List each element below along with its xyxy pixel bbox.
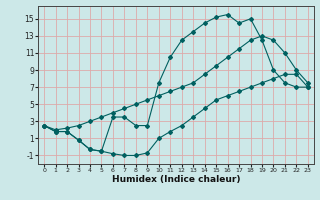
X-axis label: Humidex (Indice chaleur): Humidex (Indice chaleur) [112, 175, 240, 184]
